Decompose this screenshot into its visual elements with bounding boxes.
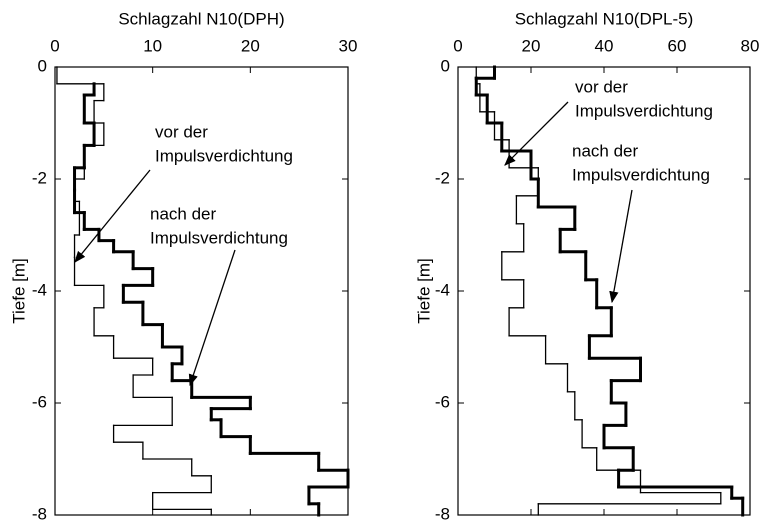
annotation: Impulsverdichtung bbox=[155, 146, 293, 165]
x-tick-label: 10 bbox=[143, 36, 162, 55]
y-tick-label: -6 bbox=[32, 392, 47, 411]
annotation: Impulsverdichtung bbox=[572, 165, 710, 184]
plot-frame bbox=[54, 66, 349, 516]
y-axis-label: Tiefe [m] bbox=[414, 258, 433, 324]
y-tick-label: 0 bbox=[441, 56, 450, 75]
annotation-arrow bbox=[74, 169, 151, 263]
annotation: nach der bbox=[572, 141, 638, 160]
y-tick-label: -2 bbox=[435, 168, 450, 187]
y-tick-label: -2 bbox=[32, 168, 47, 187]
y-tick-label: -4 bbox=[32, 280, 47, 299]
y-tick-label: 0 bbox=[38, 56, 47, 75]
chart-title: Schlagzahl N10(DPL-5) bbox=[515, 9, 694, 28]
x-tick-label: 20 bbox=[241, 36, 260, 55]
x-tick-label: 0 bbox=[453, 36, 462, 55]
x-tick-label: 60 bbox=[668, 36, 687, 55]
x-tick-label: 0 bbox=[50, 36, 59, 55]
annotation-arrow bbox=[609, 189, 633, 304]
annotation: nach der bbox=[150, 204, 216, 223]
x-tick-label: 40 bbox=[595, 36, 614, 55]
annotation-arrow bbox=[504, 101, 569, 166]
chart-title: Schlagzahl N10(DPH) bbox=[118, 9, 284, 28]
y-axis-label: Tiefe [m] bbox=[9, 258, 28, 324]
y-tick-label: -8 bbox=[435, 504, 450, 521]
x-tick-label: 80 bbox=[741, 36, 760, 55]
annotation: Impulsverdichtung bbox=[575, 101, 713, 120]
plot-frame bbox=[457, 66, 751, 516]
annotation-arrow bbox=[188, 249, 236, 387]
x-tick-label: 20 bbox=[522, 36, 541, 55]
y-tick-label: -4 bbox=[435, 280, 450, 299]
annotation: Impulsverdichtung bbox=[150, 228, 288, 247]
annotation: vor der bbox=[575, 77, 628, 96]
x-tick-label: 30 bbox=[339, 36, 358, 55]
annotation: vor der bbox=[155, 122, 208, 141]
y-tick-label: -6 bbox=[435, 392, 450, 411]
y-tick-label: -8 bbox=[32, 504, 47, 521]
